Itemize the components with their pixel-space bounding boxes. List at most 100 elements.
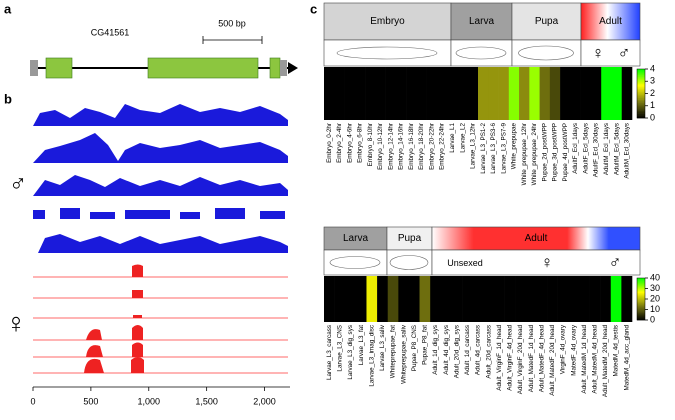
colorbar-segment: [637, 279, 645, 281]
heatmap: Larva Pupa Adult Unsexed ♀ ♂ Larvae_L3_carcass…: [323, 226, 660, 397]
colorbar-segment: [637, 289, 645, 291]
colorbar-segment: [637, 315, 645, 318]
colorbar-segment: [637, 78, 645, 81]
coverage-tracks: [33, 104, 288, 253]
heat-cell: [457, 67, 469, 120]
column-label: AdultM_Ecl_5days: [613, 123, 620, 175]
colorbar-segment: [637, 287, 645, 289]
column-label: MatedM_4d_testis: [613, 325, 620, 376]
column-label: Whiteprepupae_saliv: [400, 324, 407, 384]
coverage-tracks: [33, 264, 288, 374]
colorbar-segment: [637, 306, 645, 308]
colorbar-tick-label: 4: [650, 63, 655, 73]
colorbar-segment: [637, 305, 645, 307]
heat-cell: [504, 276, 516, 322]
column-label: Adult_MatedF_1d_head: [528, 325, 535, 393]
column-label: Adult_MatedM_4d_head: [591, 325, 598, 394]
colorbar-segment: [637, 111, 645, 114]
column-label: Embryo_0-2hr: [326, 123, 333, 163]
column-label: MatedM_4d_acc_gland: [623, 325, 630, 391]
colorbar-segment: [637, 314, 645, 317]
x-tick-label: 0: [30, 396, 35, 406]
colorbar-segment: [637, 294, 645, 297]
column-label: AdultM_Ecl_30days: [624, 123, 631, 179]
heat-cell: [493, 276, 505, 322]
column-label: Embryo_4-6hr: [346, 123, 353, 163]
colorbar-segment: [637, 110, 645, 113]
column-label: Whiteprepupae_fat: [390, 325, 397, 378]
column-label: Embryo_12-14hr: [387, 123, 394, 170]
colorbar-segment: [637, 76, 645, 78]
colorbar-segment: [637, 88, 645, 91]
column-label: Adult_VirginF_20d_head: [517, 325, 524, 395]
larva-icon: [455, 46, 507, 60]
colorbar-segment: [637, 308, 645, 310]
heat-cell: [430, 276, 442, 322]
heat-cell: [440, 276, 452, 322]
colorbar-segment: [637, 94, 645, 97]
colorbar-segment: [637, 116, 645, 119]
column-label: Adult_1d_dig_sys: [432, 325, 439, 375]
colorbar-segment: [637, 300, 645, 302]
column-label: Larvae_L3_imag_disc: [368, 325, 375, 387]
heat-cell: [570, 67, 581, 120]
colorbar-segment: [637, 77, 645, 80]
sex-label: ♀: [6, 307, 27, 338]
column-label: White_prepupae_24hr: [531, 123, 538, 185]
colorbar-segment: [637, 89, 645, 92]
heat-cell: [549, 67, 561, 120]
heat-cell: [387, 276, 399, 322]
x-tick-label: 1,000: [138, 396, 161, 406]
colorbar-segment: [637, 280, 645, 282]
colorbar-segment: [637, 98, 645, 100]
heat-cell: [539, 67, 551, 120]
colorbar-tick-label: 0: [650, 314, 655, 324]
heat-cell: [398, 276, 410, 322]
column-label: Larvae_L3_CNS: [337, 325, 344, 372]
column-label: Embryo_8-10hr: [367, 123, 374, 166]
heat-cell: [385, 67, 397, 120]
colorbar-segment: [637, 80, 645, 82]
heat-cell: [377, 276, 389, 322]
column-label: Larvae_L3_PS3-6: [490, 123, 497, 174]
sex-label: ♀: [541, 253, 554, 272]
group-label: Adult: [599, 16, 622, 27]
column-label: Larvae_L3_dig_sys: [347, 325, 354, 380]
colorbar-segment: [637, 292, 645, 295]
column-label: VirginF_4d_ovary: [560, 324, 567, 374]
larva-icon: [336, 46, 438, 60]
colorbar-tick-label: 0: [650, 112, 655, 122]
column-label: Adult_VirginF_4d_head: [507, 325, 514, 391]
colorbar-segment: [637, 106, 645, 109]
heat-cell: [568, 276, 580, 322]
colorbar-segment: [637, 316, 645, 319]
column-label: Larvae_L1: [449, 123, 456, 153]
colorbar-segment: [637, 81, 645, 83]
heat-cell: [589, 276, 601, 322]
heat-cell: [344, 67, 356, 120]
column-label: Adult_4d_carcass: [475, 325, 482, 375]
colorbar-segment: [637, 73, 645, 76]
heat-cell: [375, 67, 386, 120]
x-tick-label: 1,500: [195, 396, 218, 406]
column-label: Larvae_L3_carcass: [326, 325, 333, 380]
colorbar-segment: [637, 83, 645, 86]
colorbar-segment: [637, 288, 645, 290]
colorbar-tick-label: 3: [650, 76, 655, 86]
colorbar-segment: [637, 291, 645, 293]
group-label: Pupa: [398, 233, 422, 244]
column-label: AdultF_Ecl_1days: [572, 123, 579, 174]
colorbar-segment: [637, 108, 645, 110]
heat-cell: [451, 276, 463, 322]
colorbar-segment: [637, 103, 645, 105]
x-tick-label: 2,000: [253, 396, 276, 406]
colorbar-segment: [637, 295, 645, 298]
colorbar-segment: [637, 296, 645, 299]
larva-icon: [329, 256, 381, 269]
heat-cell: [365, 67, 376, 120]
heat-cell: [462, 276, 473, 322]
colorbar-segment: [637, 97, 645, 99]
heat-cell: [529, 67, 540, 120]
colorbar-tick-label: 40: [650, 272, 660, 282]
column-label: Adult_MatedF_20d_head: [549, 325, 556, 396]
